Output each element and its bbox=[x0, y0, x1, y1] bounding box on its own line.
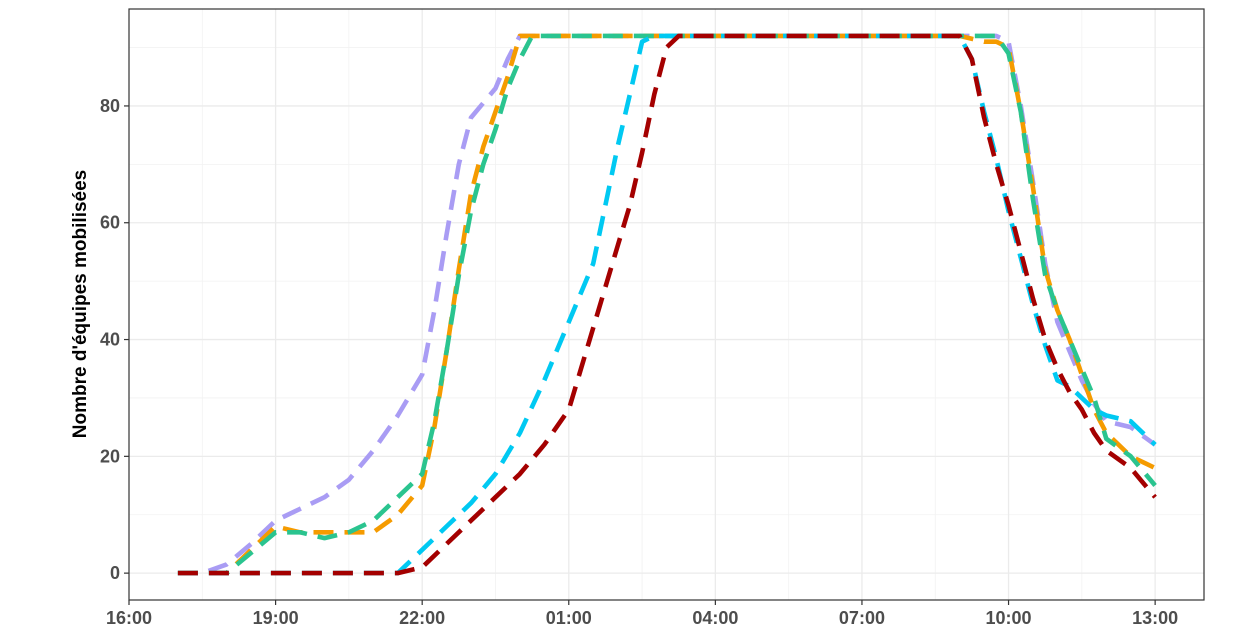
y-tick-label: 0 bbox=[110, 563, 120, 583]
x-tick-label: 10:00 bbox=[986, 608, 1032, 628]
x-tick-label: 13:00 bbox=[1132, 608, 1178, 628]
axes: 16:00 19:00 22:00 01:00 04:00 07:00 10:00 13:00… bbox=[100, 96, 1178, 628]
y-tick-label: 20 bbox=[100, 446, 120, 466]
x-tick-label: 16:00 bbox=[106, 608, 152, 628]
x-tick-label: 22:00 bbox=[399, 608, 445, 628]
series-line bbox=[177, 33, 1157, 576]
y-axis-title: Nombre d'équipes mobilisées bbox=[70, 170, 91, 438]
x-tick-label: 04:00 bbox=[692, 608, 738, 628]
x-tick-label: 19:00 bbox=[253, 608, 299, 628]
y-tick-label: 40 bbox=[100, 330, 120, 350]
series-line bbox=[177, 33, 1157, 576]
x-tick-label: 01:00 bbox=[546, 608, 592, 628]
series-line bbox=[177, 33, 1157, 576]
y-tick-label: 60 bbox=[100, 213, 120, 233]
y-tick-label: 80 bbox=[100, 96, 120, 116]
series-line bbox=[177, 33, 1157, 576]
x-tick-label: 07:00 bbox=[839, 608, 885, 628]
panel-border bbox=[128, 8, 1205, 601]
panel-background bbox=[129, 9, 1204, 600]
series-lines bbox=[177, 33, 1157, 576]
